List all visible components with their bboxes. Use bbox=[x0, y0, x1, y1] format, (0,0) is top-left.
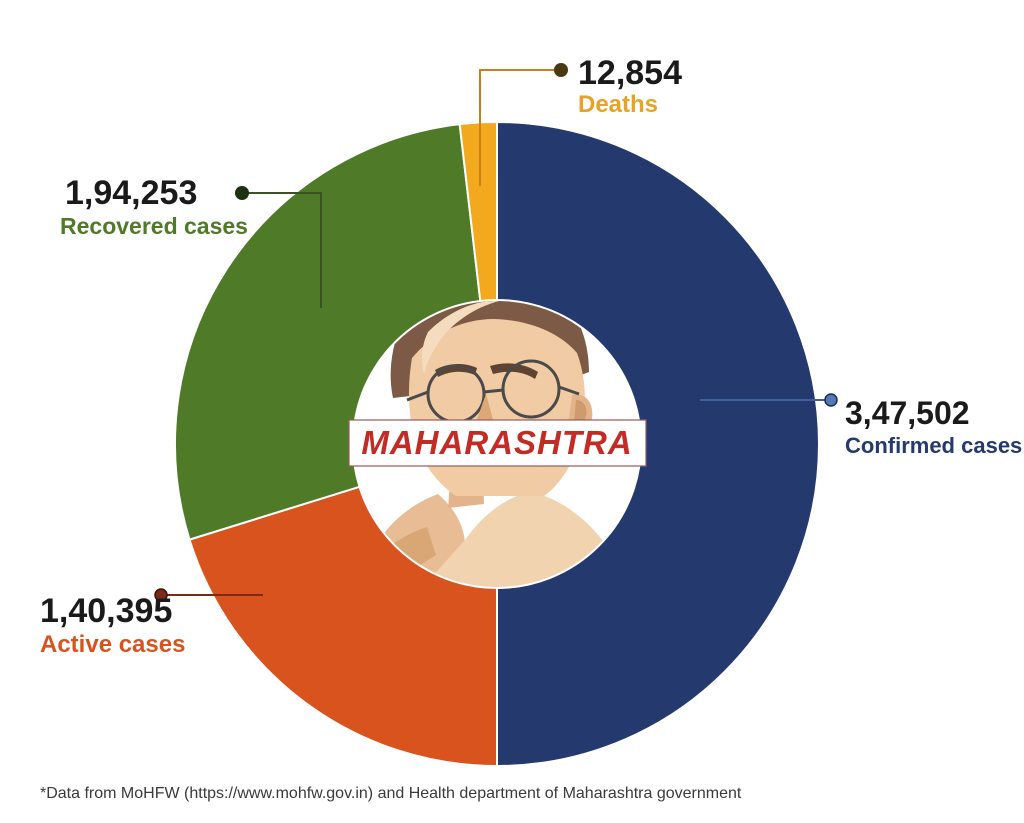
svg-text:Active cases: Active cases bbox=[40, 631, 185, 658]
svg-text:Deaths: Deaths bbox=[578, 91, 658, 118]
svg-text:1,94,253: 1,94,253 bbox=[65, 174, 197, 212]
svg-text:MAHARASHTRA: MAHARASHTRA bbox=[361, 424, 632, 461]
svg-text:3,47,502: 3,47,502 bbox=[845, 395, 970, 431]
svg-text:12,854: 12,854 bbox=[578, 54, 682, 92]
svg-text:Confirmed cases: Confirmed cases bbox=[845, 433, 1022, 458]
svg-text:Recovered cases: Recovered cases bbox=[60, 213, 248, 239]
svg-text:1,40,395: 1,40,395 bbox=[40, 592, 172, 630]
svg-text:*Data from MoHFW (https://www.: *Data from MoHFW (https://www.mohfw.gov.… bbox=[40, 785, 742, 802]
